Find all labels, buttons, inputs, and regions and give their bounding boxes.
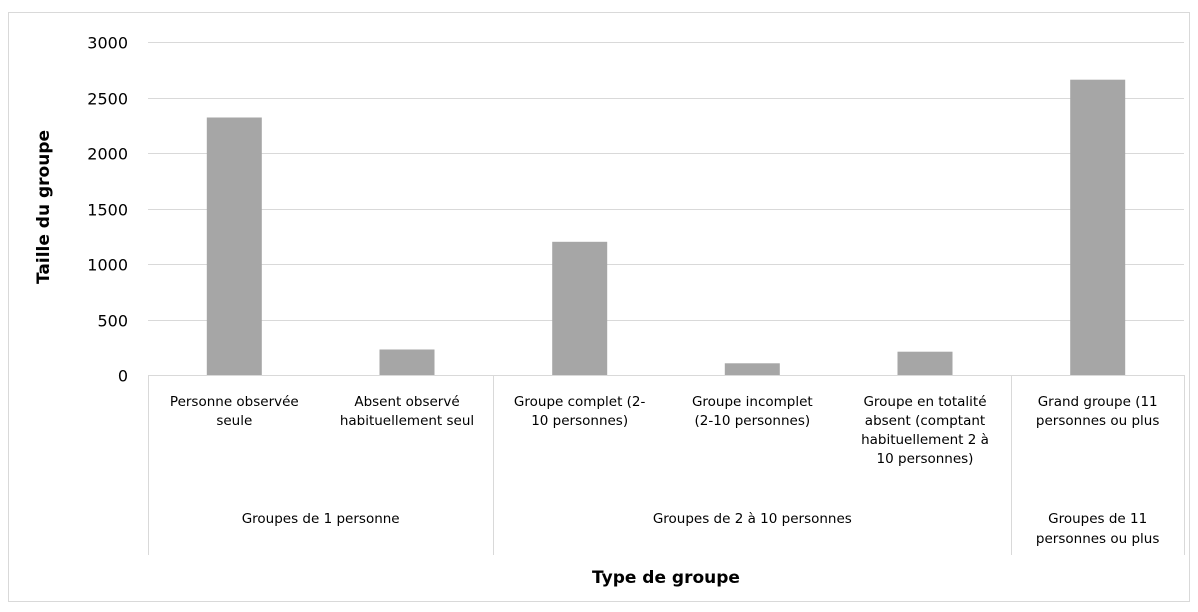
group-label: Groupes de 11 personnes ou plus xyxy=(1036,511,1159,547)
group-label: Groupes de 2 à 10 personnes xyxy=(653,511,852,527)
x-tick-label: Personne observée seule xyxy=(170,394,299,429)
bar xyxy=(724,363,780,375)
x-axis: Personne observée seule Absent observé habi… xyxy=(148,375,1185,555)
bar xyxy=(206,117,262,375)
y-tick-label: 3000 xyxy=(87,34,128,53)
bar xyxy=(552,241,608,375)
bar xyxy=(379,349,435,375)
y-tick-label: 2000 xyxy=(87,145,128,164)
y-tick-label: 500 xyxy=(97,312,128,331)
x-tick-label: Absent observé habituellement seul xyxy=(340,394,474,429)
y-tick-label: 1500 xyxy=(87,201,128,220)
x-tick-label: Grand groupe (11 personnes ou plus xyxy=(1036,394,1159,429)
x-tick-label: Groupe incomplet (2-10 personnes) xyxy=(692,394,813,429)
bar xyxy=(897,351,953,375)
y-tick-label: 0 xyxy=(118,367,128,386)
y-tick-label: 2500 xyxy=(87,90,128,109)
y-axis-title: Taille du groupe xyxy=(34,130,54,284)
bars xyxy=(206,79,1126,375)
gridlines xyxy=(148,42,1184,321)
group-label: Groupes de 1 personne xyxy=(242,511,400,527)
y-axis-ticks: 0 500 1000 1500 2000 2500 3000 xyxy=(87,34,128,386)
x-tick-label: Groupe en totalité absent (comptant habitu… xyxy=(861,394,989,467)
x-tick-label: Groupe complet (2-10 personnes) xyxy=(514,394,646,429)
x-axis-title: Type de groupe xyxy=(592,568,740,588)
y-tick-label: 1000 xyxy=(87,256,128,275)
bar xyxy=(1070,79,1126,375)
